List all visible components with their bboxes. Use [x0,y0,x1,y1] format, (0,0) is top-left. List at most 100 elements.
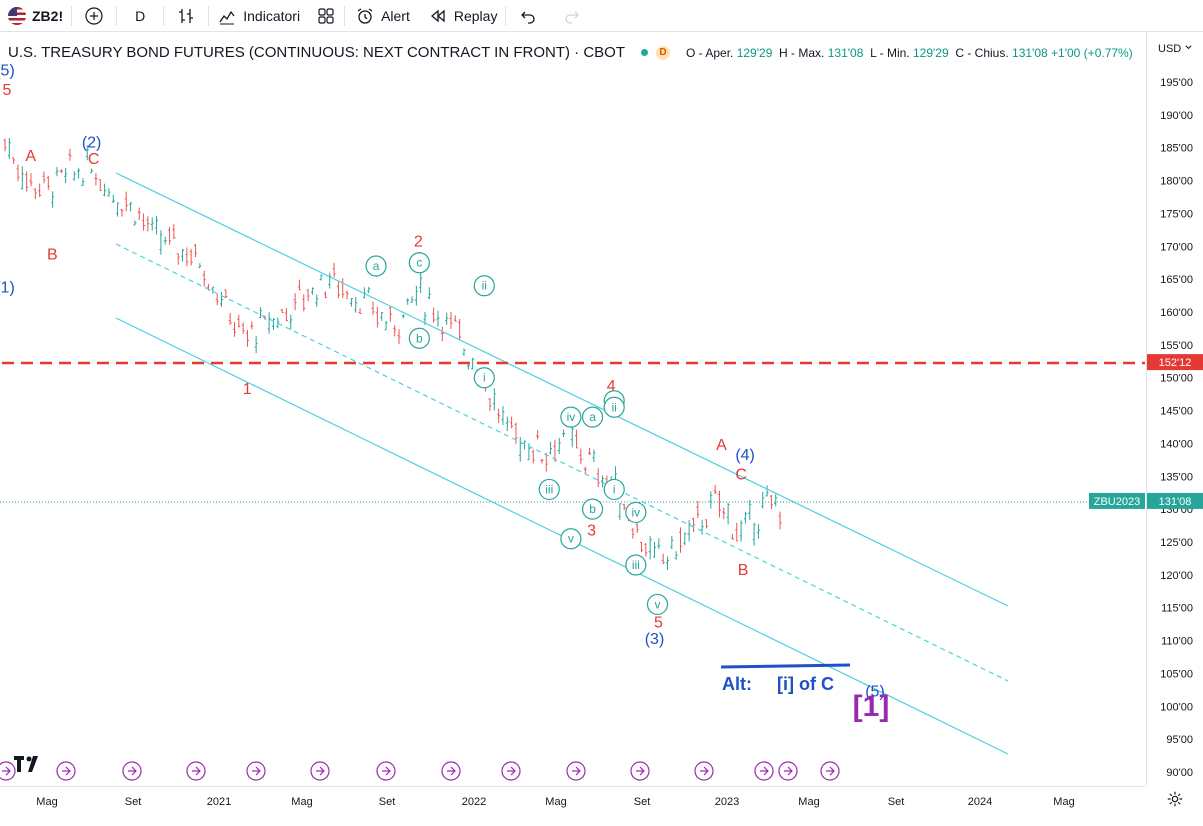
wave-label: A [25,148,36,165]
symbol-label: ZB2! [32,7,64,24]
price-tick-label: 110'00 [1161,636,1193,648]
wave-label: (4) [735,447,755,464]
settings-gear-icon[interactable] [1166,790,1184,808]
us-flag-icon [8,6,26,25]
event-marker-icon[interactable] [441,761,461,781]
price-scale[interactable]: 195'00 190'00 185'00 180'00 175'00 170'00 165'… [1146,32,1203,785]
price-tick-label: 95'00 [1166,734,1193,746]
event-marker-icon[interactable] [0,761,16,781]
svg-text:i: i [483,371,486,385]
plus-circle-icon [85,6,103,25]
svg-text:b: b [416,331,423,345]
wave-label: 2 [414,233,423,250]
circled-wave-label: i [473,367,495,389]
channel-middle-line [115,243,1009,682]
alarm-clock-icon [357,7,373,24]
grid-layout-icon [318,7,334,24]
event-marker-icon[interactable] [122,761,142,781]
time-tick-label: 2022 [462,796,486,808]
chart-legend: U.S. TREASURY BOND FUTURES (CONTINUOUS: … [8,44,1133,61]
time-tick-label: Set [888,796,905,808]
event-marker-icon[interactable] [501,761,521,781]
open-value: 129'29 [736,45,773,60]
event-marker-icon[interactable] [56,761,76,781]
currency-selector[interactable]: USD [1158,43,1198,55]
price-tick-label: 125'00 [1160,537,1193,549]
chart-type-button[interactable] [164,0,208,31]
compare-button[interactable] [72,0,116,31]
wave-label: 3 [587,522,596,539]
rewind-icon [430,9,445,22]
undo-button[interactable] [506,0,550,31]
symbol-search-button[interactable]: ZB2! [0,0,71,31]
event-marker-icon[interactable] [778,761,798,781]
time-tick-label: Set [379,796,396,808]
separator [71,5,73,26]
event-marker-icon[interactable] [376,761,396,781]
wave-label: C [88,151,100,168]
time-tick-label: 2024 [968,796,992,808]
layouts-button[interactable] [308,0,344,31]
interval-button[interactable]: D [117,0,163,31]
wave-label: 5 [654,614,663,631]
chart-title: U.S. TREASURY BOND FUTURES (CONTINUOUS: … [8,44,625,61]
event-marker-icon[interactable] [820,761,840,781]
price-scale-axis: 195'00 190'00 185'00 180'00 175'00 170'00 165'… [1147,77,1203,779]
time-tick-label: 2023 [715,796,739,808]
event-marker-icon[interactable] [566,761,586,781]
price-tick-label: 155'00 [1160,340,1193,352]
chevron-down-icon [1185,45,1192,50]
circled-wave-labels: aciibiivaciiiiiibivviiiv [365,252,669,616]
time-scale[interactable]: Mag Set 2021 Mag Set 2022 Mag Set 2023 Mag Set 2024… [0,786,1145,821]
event-marker-icon[interactable] [310,761,330,781]
redo-icon [565,11,580,24]
svg-text:iii: iii [632,558,640,572]
tradingview-logo-icon [14,756,38,772]
indicators-icon [219,10,235,24]
event-marker-icon[interactable] [246,761,266,781]
last-price-label: 131'08 [1159,496,1192,508]
alert-label: Alert [381,7,410,24]
price-chart[interactable]: Alt: [i] of C (5)5A(2)CB(1)21435(3)A(4)C… [0,32,1145,785]
price-tick-label: 190'00 [1160,110,1193,122]
wave-label: B [47,246,58,263]
event-marker-icon[interactable] [630,761,650,781]
time-tick-label: Mag [545,796,566,808]
circled-wave-label: ii [473,275,495,297]
circled-wave-label: iv [625,501,647,524]
market-status-icon [641,49,648,56]
circled-wave-label: a [581,406,604,428]
price-tick-label: 165'00 [1160,274,1193,286]
separator [344,5,346,26]
event-markers [0,761,840,781]
price-tick-label: 100'00 [1160,701,1193,713]
time-tick-label: Mag [798,796,819,808]
candle-series [3,137,782,570]
svg-text:a: a [373,259,380,273]
indicators-button[interactable]: Indicatori [209,0,308,31]
replay-button[interactable]: Replay [420,0,506,31]
close-label: C - Chius. [955,45,1009,60]
open-label: O - Aper. [686,45,734,60]
svg-text:v: v [655,597,661,611]
redo-button[interactable] [550,0,594,31]
circled-wave-label: i [603,478,625,501]
wave-label: 4 [607,378,616,395]
separator [116,5,118,26]
wave-label: (1) [0,279,15,296]
svg-text:ii: ii [612,400,617,414]
event-marker-icon[interactable] [186,761,206,781]
svg-text:v: v [568,532,574,546]
price-tick-label: 90'00 [1166,767,1193,779]
time-tick-label: 2021 [207,796,231,808]
svg-text:ii: ii [482,279,487,293]
wave-label: A [716,437,727,454]
event-marker-icon[interactable] [754,761,774,781]
ohlc-values: O - Aper. 129'29 H - Max. 131'08 L - Min… [686,46,1133,60]
price-tick-label: 105'00 [1160,668,1193,680]
circled-wave-label: iii [538,478,560,501]
circled-wave-label: ii [603,396,625,418]
alert-button[interactable]: Alert [345,0,420,31]
price-tick-label: 150'00 [1160,373,1193,385]
event-marker-icon[interactable] [694,761,714,781]
